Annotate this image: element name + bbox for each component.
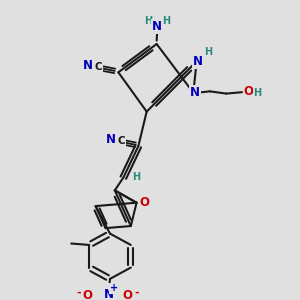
Text: +: + bbox=[110, 283, 118, 293]
Text: H: H bbox=[204, 47, 212, 57]
Text: N: N bbox=[82, 59, 92, 72]
Text: H: H bbox=[162, 16, 170, 26]
Text: H: H bbox=[254, 88, 262, 98]
Text: N: N bbox=[105, 133, 116, 146]
Text: O: O bbox=[122, 290, 132, 300]
Text: O: O bbox=[244, 85, 254, 98]
Text: H: H bbox=[132, 172, 140, 182]
Text: N: N bbox=[190, 86, 200, 99]
Text: -: - bbox=[76, 288, 81, 298]
Text: O: O bbox=[139, 196, 149, 208]
Text: N: N bbox=[103, 288, 113, 300]
Text: N: N bbox=[152, 20, 162, 33]
Text: -: - bbox=[134, 288, 139, 298]
Text: C: C bbox=[94, 62, 102, 72]
Text: O: O bbox=[82, 290, 92, 300]
Text: H: H bbox=[144, 16, 152, 26]
Text: C: C bbox=[117, 136, 125, 146]
Text: N: N bbox=[193, 55, 203, 68]
